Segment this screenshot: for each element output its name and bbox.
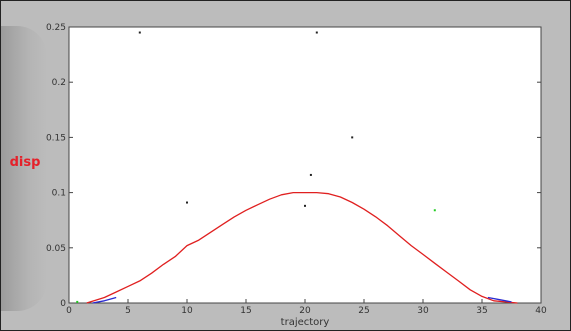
x-tick-label: 0 [66, 306, 72, 316]
x-tick-label: 20 [299, 306, 311, 316]
scatter-point [186, 201, 188, 204]
x-tick-label: 35 [476, 306, 487, 316]
ticks: 0 5 10 15 20 25 30 35 40 0 0.05 0.1 0.15 0.2 0.25 [46, 23, 547, 316]
y-tick-label: 0 [60, 299, 66, 309]
scatter-point [76, 300, 79, 303]
scatter-point [351, 136, 354, 139]
x-tick-label: 10 [181, 306, 193, 316]
series-line-2 [487, 296, 512, 303]
scatter-point [309, 173, 312, 176]
series [86, 191, 518, 304]
scatter-point [138, 31, 141, 34]
series-line-1 [92, 296, 117, 304]
scatter-point [315, 31, 318, 34]
x-tick-label: 30 [417, 306, 429, 316]
x-axis-label: trajectory [281, 317, 330, 328]
scatter-point [433, 209, 436, 212]
y-tick-label: 0.25 [46, 23, 66, 33]
x-tick-label: 15 [240, 306, 251, 316]
markers [76, 31, 436, 303]
y-tick-label: 0.15 [46, 133, 66, 143]
scatter-point [304, 204, 306, 207]
x-tick-label: 40 [535, 306, 547, 316]
x-tick-label: 25 [358, 306, 369, 316]
y-axis-label: disp [10, 155, 41, 170]
plot-area [68, 26, 542, 304]
x-tick-label: 5 [125, 306, 131, 316]
y-tick-label: 0.1 [52, 189, 66, 199]
series-line-0 [86, 191, 518, 304]
y-tick-label: 0.2 [52, 78, 66, 88]
left-shadow [1, 26, 47, 311]
y-tick-label: 0.05 [46, 244, 66, 254]
